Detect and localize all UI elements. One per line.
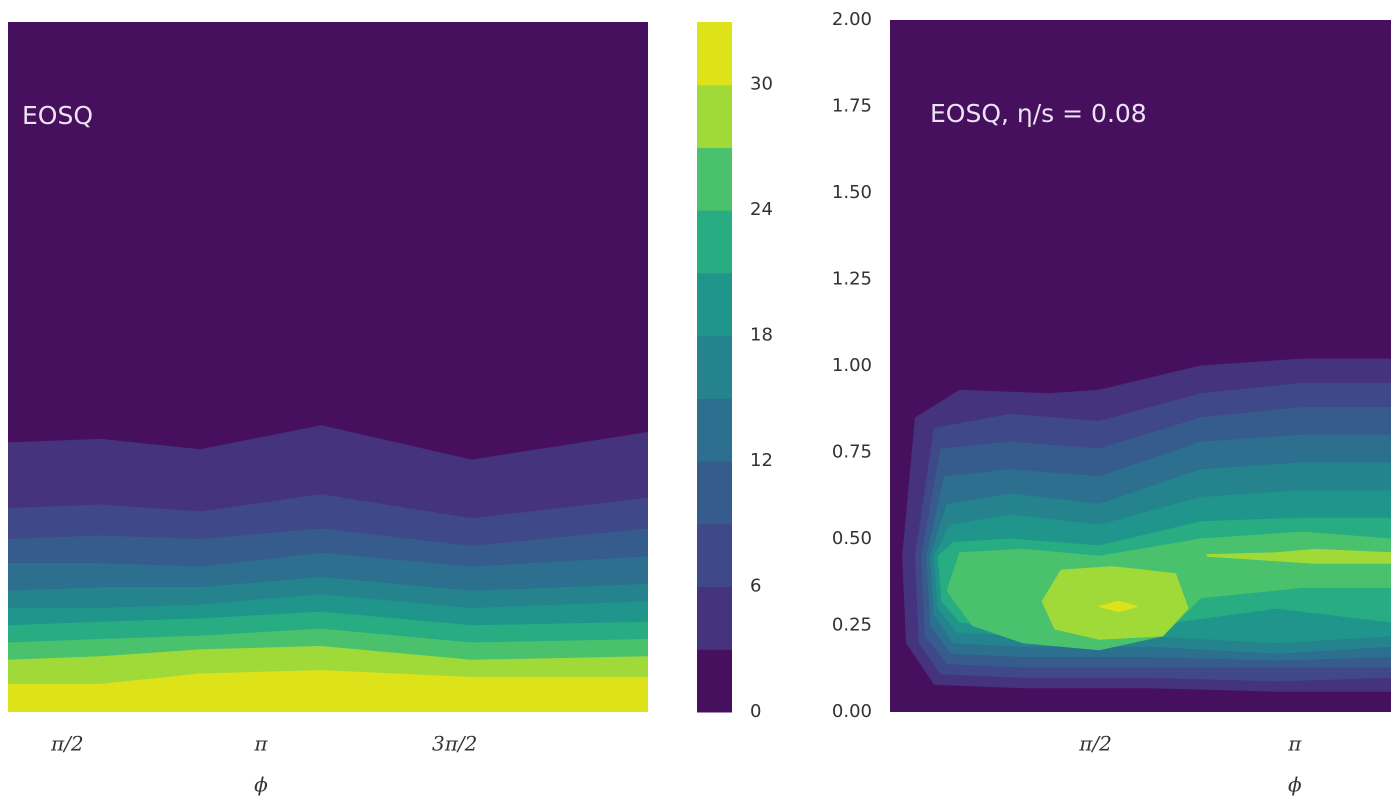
colorbar-band [697, 22, 732, 86]
colorbar-tick-label: 0 [750, 701, 761, 722]
y-tick-label: 0.75 [832, 442, 872, 463]
annotation: EOSQ, η/s = 0.08 [930, 99, 1147, 128]
colorbar-tick-label: 12 [750, 450, 773, 471]
y-tick-label: 1.00 [832, 355, 872, 376]
y-tick-label: 2.00 [832, 9, 872, 30]
y-tick-label: 1.50 [832, 182, 872, 203]
contour-region [1206, 548, 1391, 564]
colorbar-band [697, 586, 732, 650]
x-tick-label: π/2 [1078, 732, 1112, 756]
plot-area [8, 22, 648, 712]
x-tick-label: π [253, 732, 268, 756]
x-axis-label: ϕ [1288, 773, 1302, 797]
x-tick-label: 3π/2 [432, 732, 477, 756]
contour-region [1098, 600, 1138, 613]
x-tick-label: π/2 [50, 732, 84, 756]
colorbar-band [697, 398, 732, 462]
y-tick-label: 0.25 [832, 615, 872, 636]
colorbar-band [697, 84, 732, 148]
colorbar-band [697, 523, 732, 588]
y-tick-label: 1.75 [832, 96, 872, 117]
annotation: EOSQ [22, 101, 93, 130]
colorbar-band [697, 210, 732, 274]
y-tick-label: 1.25 [832, 269, 872, 290]
y-tick-label: 0.00 [832, 701, 872, 722]
y-tick-label: 0.50 [832, 528, 872, 549]
colorbar-band [697, 649, 732, 713]
x-axis-label: ϕ [254, 773, 268, 797]
colorbar-band [697, 272, 732, 337]
contour-region [8, 670, 648, 712]
colorbar-tick-label: 24 [750, 199, 773, 220]
plot-area [890, 20, 1391, 712]
colorbar-band [697, 147, 732, 211]
x-tick-label: π [1287, 732, 1302, 756]
colorbar-band [697, 461, 732, 525]
colorbar-band [697, 335, 732, 399]
colorbar-tick-label: 6 [750, 576, 761, 597]
colorbar-tick-label: 18 [750, 325, 773, 346]
colorbar-tick-label: 30 [750, 74, 773, 95]
